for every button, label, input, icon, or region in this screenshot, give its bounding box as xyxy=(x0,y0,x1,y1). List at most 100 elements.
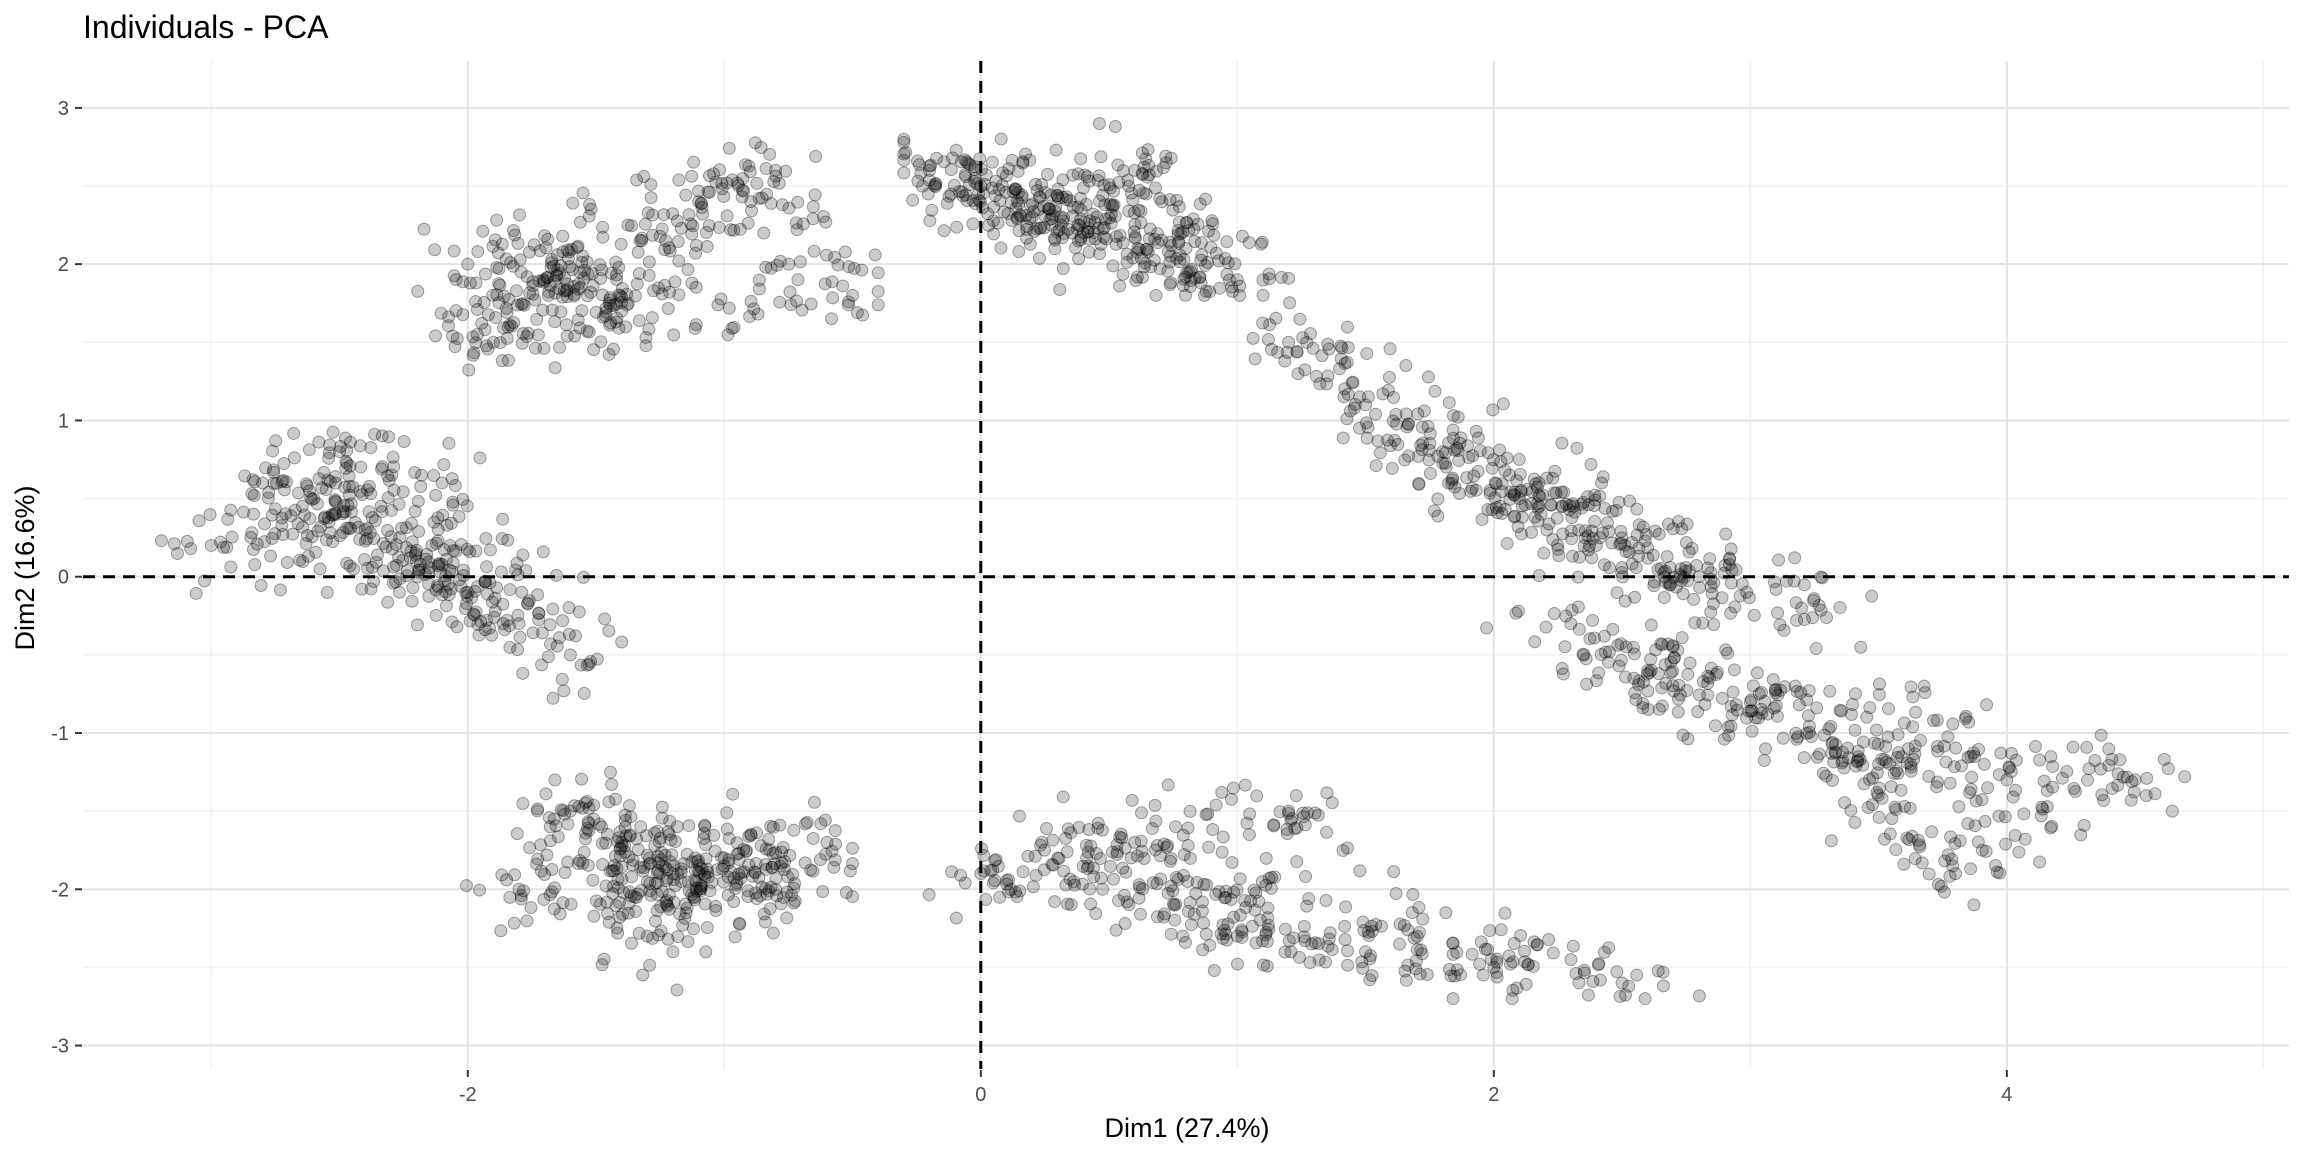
scatter-point xyxy=(1048,233,1062,247)
scatter-point xyxy=(1934,879,1948,893)
scatter-point xyxy=(1494,455,1508,469)
scatter-point xyxy=(1035,835,1049,849)
scatter-point xyxy=(662,827,676,841)
scatter-point xyxy=(1946,717,1960,731)
scatter-point xyxy=(1167,898,1181,912)
scatter-point xyxy=(1220,267,1234,281)
scatter-point xyxy=(1848,815,1862,829)
scatter-point xyxy=(2127,785,2141,799)
scatter-point xyxy=(655,859,669,873)
scatter-point xyxy=(611,873,625,887)
scatter-point xyxy=(790,294,804,308)
scatter-point xyxy=(460,597,474,611)
scatter-point xyxy=(1565,532,1579,546)
scatter-point xyxy=(1387,865,1401,879)
scatter-point xyxy=(1052,223,1066,237)
scatter-point xyxy=(665,848,679,862)
scatter-point xyxy=(658,243,672,257)
scatter-point xyxy=(1658,658,1672,672)
scatter-point xyxy=(1220,235,1234,249)
scatter-point xyxy=(578,796,592,810)
scatter-point xyxy=(1363,952,1377,966)
scatter-point xyxy=(1509,606,1523,620)
scatter-point xyxy=(1206,217,1220,231)
scatter-point xyxy=(1614,653,1628,667)
scatter-point xyxy=(576,801,590,815)
scatter-point xyxy=(287,451,301,465)
scatter-point xyxy=(1114,827,1128,841)
scatter-point xyxy=(711,298,725,312)
scatter-point xyxy=(1086,861,1100,875)
scatter-point xyxy=(785,888,799,902)
scatter-point xyxy=(344,521,358,535)
scatter-point xyxy=(470,579,484,593)
scatter-point xyxy=(788,877,802,891)
x-tick-label: 2 xyxy=(1488,1084,1499,1106)
scatter-point xyxy=(553,340,567,354)
scatter-point xyxy=(769,846,783,860)
scatter-point xyxy=(603,765,617,779)
scatter-point xyxy=(1586,532,1600,546)
scatter-point xyxy=(1193,197,1207,211)
scatter-point xyxy=(1004,882,1018,896)
scatter-point xyxy=(897,153,911,167)
scatter-point xyxy=(1319,955,1333,969)
scatter-point xyxy=(985,181,999,195)
scatter-point xyxy=(567,289,581,303)
scatter-point xyxy=(547,881,561,895)
scatter-point xyxy=(732,916,746,930)
scatter-point xyxy=(654,853,668,867)
scatter-point xyxy=(712,163,726,177)
scatter-point xyxy=(1129,274,1143,288)
scatter-point xyxy=(1596,470,1610,484)
scatter-point xyxy=(2045,819,2059,833)
scatter-point xyxy=(532,613,546,627)
scatter-point xyxy=(1473,444,1487,458)
scatter-point xyxy=(1447,431,1461,445)
scatter-point xyxy=(606,887,620,901)
scatter-point xyxy=(1038,186,1052,200)
scatter-point xyxy=(434,306,448,320)
scatter-point xyxy=(843,864,857,878)
scatter-point xyxy=(1863,701,1877,715)
scatter-point xyxy=(1216,830,1230,844)
scatter-point xyxy=(1076,226,1090,240)
scatter-point xyxy=(1994,746,2008,760)
scatter-point xyxy=(766,820,780,834)
scatter-point xyxy=(513,253,527,267)
scatter-point xyxy=(439,599,453,613)
scatter-point xyxy=(1503,492,1517,506)
scatter-point xyxy=(1704,661,1718,675)
scatter-point xyxy=(1169,820,1183,834)
scatter-point xyxy=(288,503,302,517)
scatter-point xyxy=(661,899,675,913)
scatter-point xyxy=(1221,256,1235,270)
scatter-point xyxy=(807,795,821,809)
scatter-point xyxy=(1769,582,1783,596)
scatter-point xyxy=(1008,885,1022,899)
scatter-point xyxy=(655,811,669,825)
scatter-point xyxy=(1136,186,1150,200)
scatter-point xyxy=(1660,550,1674,564)
scatter-point xyxy=(961,156,975,170)
scatter-point xyxy=(422,589,436,603)
scatter-point xyxy=(692,864,706,878)
scatter-point xyxy=(661,301,675,315)
scatter-point xyxy=(1442,476,1456,490)
scatter-point xyxy=(522,245,536,259)
scatter-point xyxy=(1884,780,1898,794)
scatter-point xyxy=(1103,181,1117,195)
scatter-point xyxy=(317,465,331,479)
scatter-point xyxy=(1179,242,1193,256)
scatter-point xyxy=(1159,149,1173,163)
scatter-point xyxy=(1300,899,1314,913)
scatter-point xyxy=(1191,217,1205,231)
scatter-point xyxy=(1812,599,1826,613)
scatter-point xyxy=(1235,925,1249,939)
scatter-point xyxy=(542,285,556,299)
scatter-point xyxy=(532,606,546,620)
scatter-point xyxy=(1087,870,1101,884)
scatter-point xyxy=(1365,969,1379,983)
scatter-point xyxy=(716,862,730,876)
scatter-point xyxy=(516,797,530,811)
